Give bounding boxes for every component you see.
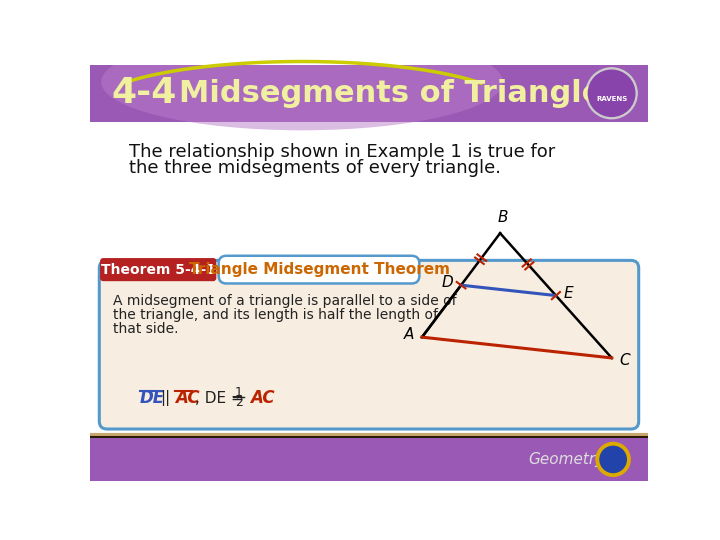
Text: Geometry: Geometry [528, 452, 605, 467]
Text: Midsegments of Triangles: Midsegments of Triangles [179, 79, 621, 108]
Text: Triangle Midsegment Theorem: Triangle Midsegment Theorem [189, 262, 449, 277]
Text: 4-4: 4-4 [112, 76, 177, 110]
Circle shape [600, 447, 626, 472]
FancyBboxPatch shape [99, 260, 639, 429]
Text: AC: AC [250, 389, 274, 407]
Text: A: A [404, 327, 414, 342]
Circle shape [596, 442, 630, 476]
Text: that side.: that side. [113, 322, 179, 336]
FancyBboxPatch shape [219, 256, 419, 284]
Text: Theorem 5-4-1: Theorem 5-4-1 [101, 262, 216, 276]
Text: B: B [498, 211, 508, 226]
Text: RAVENS: RAVENS [596, 97, 627, 103]
Text: 2: 2 [235, 396, 243, 409]
Text: C: C [619, 353, 630, 368]
Text: the three midsegments of every triangle.: the three midsegments of every triangle. [129, 159, 500, 177]
Text: AC: AC [175, 389, 200, 407]
Text: ||: || [160, 390, 170, 406]
Text: DE: DE [140, 389, 165, 407]
Ellipse shape [102, 33, 503, 130]
Text: D: D [441, 275, 454, 291]
Circle shape [588, 70, 635, 117]
Text: 1: 1 [235, 386, 243, 399]
Text: The relationship shown in Example 1 is true for: The relationship shown in Example 1 is t… [129, 143, 555, 161]
Bar [90, 65, 648, 122]
Bar [90, 438, 648, 481]
Text: , DE =: , DE = [195, 391, 244, 406]
Text: E: E [564, 286, 573, 301]
FancyBboxPatch shape [100, 258, 216, 281]
Text: the triangle, and its length is half the length of: the triangle, and its length is half the… [113, 308, 438, 322]
Circle shape [586, 68, 637, 119]
Text: A midsegment of a triangle is parallel to a side of: A midsegment of a triangle is parallel t… [113, 294, 457, 308]
